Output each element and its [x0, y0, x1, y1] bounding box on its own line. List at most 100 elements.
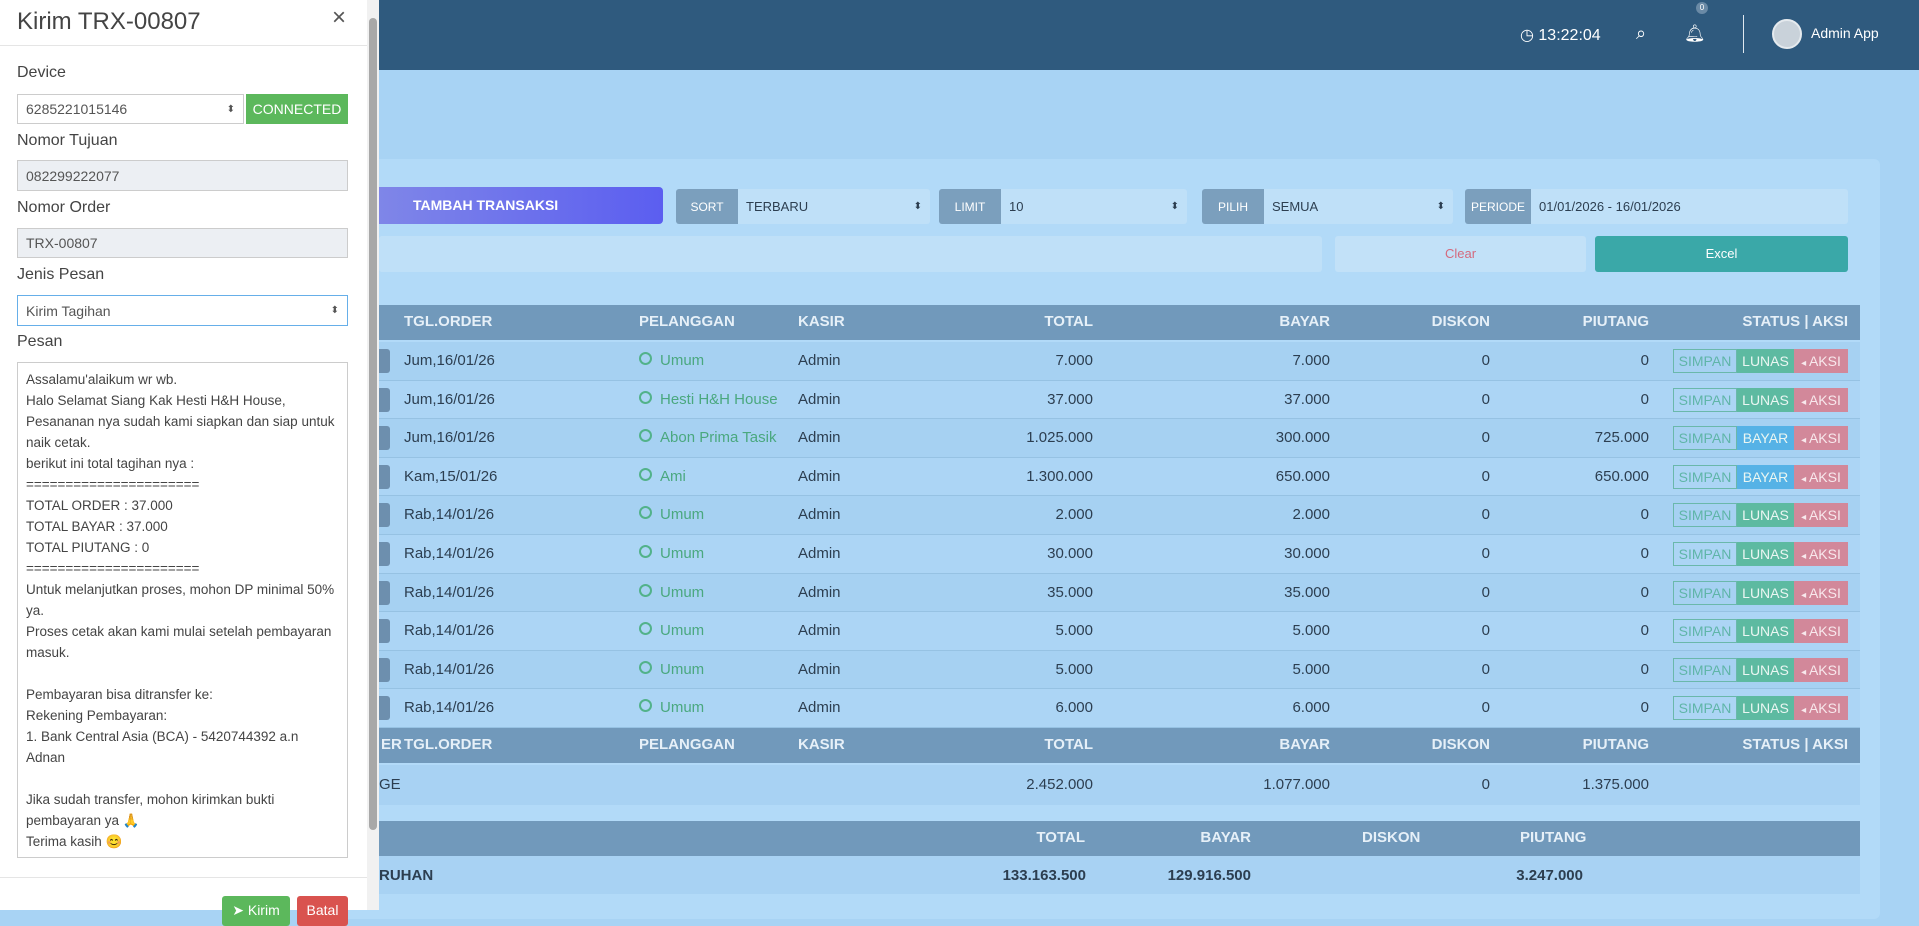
- column-header: BAYAR: [1279, 736, 1330, 753]
- aksi-button[interactable]: AKSI: [1794, 387, 1848, 412]
- simpan-button[interactable]: SIMPAN: [1673, 619, 1737, 644]
- summary-header: [379, 821, 1860, 856]
- aksi-button[interactable]: AKSI: [1794, 503, 1848, 528]
- aksi-button[interactable]: AKSI: [1794, 542, 1848, 566]
- order-input[interactable]: TRX-00807: [17, 228, 348, 258]
- table-row: [379, 573, 1860, 613]
- table-header: [379, 305, 1860, 340]
- amount: 0: [1481, 699, 1490, 717]
- status-button[interactable]: LUNAS: [1737, 503, 1794, 528]
- add-button[interactable]: TAMBAH TRANSAKSI: [379, 187, 663, 224]
- summary-label: RUHAN: [379, 867, 434, 884]
- simpan-button[interactable]: SIMPAN: [1673, 657, 1737, 682]
- aksi-button[interactable]: AKSI: [1794, 580, 1848, 605]
- simpan-button[interactable]: SIMPAN: [1673, 580, 1737, 605]
- amount: 1.025.000: [1026, 429, 1093, 447]
- status-button[interactable]: BAYAR: [1737, 464, 1794, 489]
- scrollbar-thumb[interactable]: [369, 18, 377, 830]
- send-button[interactable]: ➤ Kirim: [222, 896, 290, 926]
- column-header: DISKON: [1431, 313, 1490, 330]
- simpan-button[interactable]: SIMPAN: [1673, 696, 1737, 721]
- customer: Umum: [639, 535, 704, 573]
- bell-icon[interactable]: 🔔︎: [1684, 24, 1706, 43]
- column-header: TOTAL: [1044, 736, 1093, 753]
- clear-button[interactable]: Clear: [1335, 236, 1586, 272]
- simpan-button[interactable]: SIMPAN: [1673, 426, 1737, 451]
- filter-select[interactable]: 01/01/2026 - 16/01/2026: [1531, 189, 1848, 224]
- simpan-button[interactable]: SIMPAN: [1673, 542, 1737, 566]
- aksi-button[interactable]: AKSI: [1794, 426, 1848, 451]
- simpan-button[interactable]: SIMPAN: [1673, 387, 1737, 412]
- avatar[interactable]: [1772, 19, 1802, 49]
- customer: Umum: [639, 342, 704, 380]
- amount: 0: [1640, 660, 1649, 678]
- table-row: [379, 496, 1860, 535]
- amount: 0: [1481, 583, 1490, 601]
- aksi-button[interactable]: AKSI: [1794, 349, 1848, 373]
- amount: 7.000: [1292, 352, 1330, 369]
- table-row: [379, 689, 1860, 728]
- filter-select[interactable]: TERBARU ⬍: [738, 189, 930, 224]
- simpan-button[interactable]: SIMPAN: [1673, 503, 1737, 528]
- status-button[interactable]: LUNAS: [1737, 387, 1794, 412]
- order-date: Kam,15/01/26: [404, 467, 498, 485]
- status-button[interactable]: LUNAS: [1737, 580, 1794, 605]
- order-date: Rab,14/01/26: [404, 660, 495, 678]
- device-select[interactable]: 6285221015146 ⬍: [17, 94, 244, 124]
- simpan-button[interactable]: SIMPAN: [1673, 349, 1737, 373]
- status-button[interactable]: BAYAR: [1737, 426, 1794, 451]
- amount: 30.000: [1284, 545, 1330, 562]
- amount: 2.000: [1055, 506, 1093, 524]
- amount: 650.000: [1594, 467, 1649, 485]
- customer: Umum: [639, 651, 704, 689]
- cashier: Admin: [798, 660, 841, 678]
- simpan-button[interactable]: SIMPAN: [1673, 464, 1737, 489]
- table-row: [379, 457, 1860, 497]
- summary-row: [379, 856, 1860, 894]
- field-label: Nomor Tujuan: [17, 132, 118, 149]
- filter-label: PILIH: [1202, 189, 1264, 224]
- user-name[interactable]: Admin App: [1811, 25, 1879, 41]
- modal: Kirim TRX-00807 × Device 6285221015146 ⬍ …: [0, 0, 379, 926]
- amount: 35.000: [1284, 583, 1330, 601]
- column-header: PELANGGAN: [639, 736, 735, 753]
- modal-title: Kirim TRX-00807: [17, 8, 201, 35]
- column-header: KASIR: [798, 313, 845, 330]
- order-date: Rab,14/01/26: [404, 622, 495, 640]
- totals-label: GE: [379, 776, 401, 793]
- jenis-select[interactable]: Kirim Tagihan ⬍: [17, 295, 348, 326]
- cashier: Admin: [798, 506, 841, 524]
- search-icon[interactable]: ⌕: [1636, 23, 1647, 43]
- tujuan-input[interactable]: 082299222077: [17, 160, 348, 191]
- aksi-button[interactable]: AKSI: [1794, 619, 1848, 644]
- clock: ◷ 13:22:04: [1520, 27, 1601, 44]
- filter-select[interactable]: 10 ⬍: [1001, 189, 1187, 224]
- amount: 0: [1481, 467, 1490, 485]
- message-textarea[interactable]: Assalamu'alaikum wr wb. Halo Selamat Sia…: [17, 362, 348, 858]
- total-amount: 1.077.000: [1263, 776, 1330, 793]
- status-button[interactable]: LUNAS: [1737, 349, 1794, 373]
- aksi-button[interactable]: AKSI: [1794, 464, 1848, 489]
- filter-select[interactable]: SEMUA ⬍: [1264, 189, 1453, 224]
- close-button[interactable]: ×: [332, 4, 347, 31]
- status-button[interactable]: LUNAS: [1737, 619, 1794, 644]
- aksi-button[interactable]: AKSI: [1794, 657, 1848, 682]
- status-button[interactable]: LUNAS: [1737, 657, 1794, 682]
- amount: 6.000: [1055, 699, 1093, 717]
- search-input[interactable]: [379, 236, 1322, 272]
- cancel-button[interactable]: Batal: [297, 896, 348, 926]
- table-row: [379, 535, 1860, 574]
- summary-header-cell: BAYAR: [1200, 829, 1251, 846]
- status-button[interactable]: LUNAS: [1737, 696, 1794, 721]
- excel-button[interactable]: Excel: [1595, 236, 1848, 272]
- order-date: Jum,16/01/26: [404, 429, 495, 447]
- amount: 0: [1481, 660, 1490, 678]
- column-header: TOTAL: [1044, 313, 1093, 330]
- status-button[interactable]: LUNAS: [1737, 542, 1794, 566]
- customer: Umum: [639, 496, 704, 534]
- amount: 0: [1640, 352, 1649, 369]
- divider: [0, 877, 367, 878]
- amount: 0: [1481, 429, 1490, 447]
- aksi-button[interactable]: AKSI: [1794, 696, 1848, 721]
- status-badge: CONNECTED: [246, 94, 348, 124]
